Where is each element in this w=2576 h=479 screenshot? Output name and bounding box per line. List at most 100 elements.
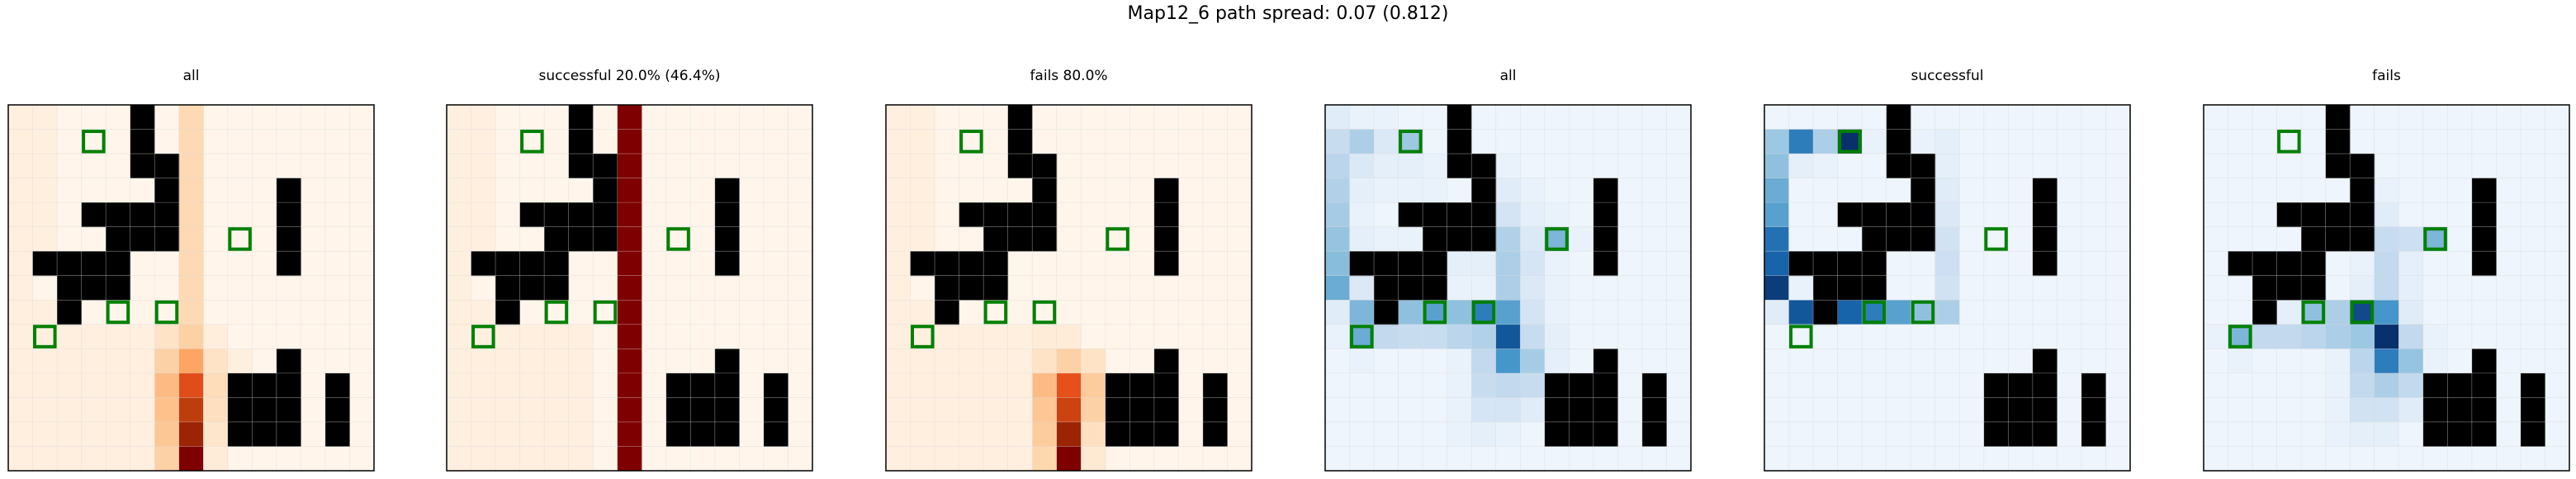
heat-cell (447, 397, 471, 423)
obstacle-cell (130, 129, 155, 154)
panel-frame (885, 104, 1252, 472)
heat-cell (106, 372, 131, 398)
heat-cell (935, 421, 959, 447)
obstacle-cell (81, 275, 107, 301)
heat-cell (1764, 154, 1789, 178)
heat-cell (1495, 324, 1521, 349)
heat-cell (617, 129, 642, 154)
heat-cell (1520, 300, 1546, 325)
heat-cell (1666, 446, 1692, 472)
obstacle-cell (1641, 372, 1667, 398)
heat-cell (886, 251, 911, 277)
heat-cell (2545, 349, 2570, 374)
heat-cell (1641, 105, 1667, 130)
heat-cell (2008, 129, 2034, 154)
heat-cell (1325, 324, 1350, 349)
heat-cell (1617, 421, 1643, 447)
heat-cell (1423, 324, 1448, 349)
heat-cell (2350, 372, 2375, 398)
heat-cell (1495, 275, 1521, 301)
heat-cell (2325, 397, 2351, 423)
heat-cell (1447, 178, 1472, 203)
heat-cell (1032, 324, 1058, 349)
obstacle-cell (2032, 226, 2057, 252)
heat-cell (1862, 300, 1887, 325)
heat-cell (130, 397, 155, 423)
panel-6: fails (2203, 68, 2570, 472)
heat-cell (2350, 129, 2375, 154)
heat-cell (1447, 446, 1472, 472)
heat-cell (1764, 300, 1789, 325)
obstacle-cell (1544, 397, 1570, 423)
heat-cell (1423, 372, 1448, 398)
obstacle-cell (1862, 251, 1887, 277)
heat-cell (2545, 397, 2570, 423)
heat-cell (544, 446, 570, 472)
heat-cell (2447, 275, 2473, 301)
heat-cell (1544, 154, 1570, 178)
heat-cell (1617, 349, 1643, 374)
heat-cell (447, 251, 471, 277)
obstacle-cell (935, 275, 959, 301)
obstacle-cell (665, 421, 691, 447)
obstacle-cell (1641, 397, 1667, 423)
heat-cell (2447, 154, 2473, 178)
heat-cell (568, 372, 594, 398)
heat-cell (886, 226, 911, 252)
panel-title: fails (2372, 68, 2401, 84)
heat-cell (1813, 202, 1838, 228)
obstacle-cell (959, 251, 984, 277)
heat-cell (519, 421, 545, 447)
heat-cell (2081, 154, 2106, 178)
heat-cell (130, 349, 155, 374)
obstacle-cell (935, 251, 959, 277)
heat-cell (2520, 226, 2545, 252)
obstacle-cell (983, 226, 1009, 252)
heat-cell (2105, 154, 2131, 178)
heat-cell (32, 129, 58, 154)
heat-cell (2057, 154, 2082, 178)
heat-cell (1349, 226, 1375, 252)
heat-cell (2350, 251, 2375, 277)
obstacle-cell (983, 251, 1009, 277)
obstacle-cell (1593, 349, 1618, 374)
obstacle-cell (2032, 202, 2057, 228)
goal-marker (82, 130, 106, 154)
heat-cell (2252, 372, 2277, 398)
heat-cell (2398, 202, 2424, 228)
goal-marker (911, 325, 935, 349)
heat-cell (1666, 421, 1692, 447)
heat-cell (959, 446, 984, 472)
heat-cell (1959, 397, 1985, 423)
heat-cell (1617, 372, 1643, 398)
heat-cell (57, 446, 82, 472)
heat-cell (1617, 300, 1643, 325)
obstacle-cell (983, 202, 1009, 228)
heat-cell (57, 421, 82, 447)
heat-cell (2032, 105, 2057, 130)
heat-cell (886, 324, 911, 349)
heat-cell (2081, 226, 2106, 252)
heat-cell (495, 324, 520, 349)
obstacle-cell (1862, 202, 1887, 228)
heat-cell (983, 372, 1009, 398)
heat-cell (1837, 105, 1863, 130)
obstacle-cell (2422, 421, 2448, 447)
heat-cell (1007, 446, 1033, 472)
heat-cell (2204, 300, 2228, 325)
heat-cell (2105, 129, 2131, 154)
obstacle-cell (1983, 372, 2009, 398)
heat-cell (447, 105, 471, 130)
obstacle-cell (1374, 300, 1399, 325)
heat-cell (2228, 154, 2253, 178)
obstacle-cell (227, 421, 253, 447)
heat-cell (1886, 349, 1911, 374)
heat-cell (1423, 105, 1448, 130)
heat-cell (1374, 372, 1399, 398)
heat-cell (1374, 129, 1399, 154)
heat-cell (1520, 178, 1546, 203)
heat-cell (2057, 251, 2082, 277)
heat-cell (32, 324, 58, 349)
obstacle-cell (324, 397, 350, 423)
heat-cell (2545, 324, 2570, 349)
